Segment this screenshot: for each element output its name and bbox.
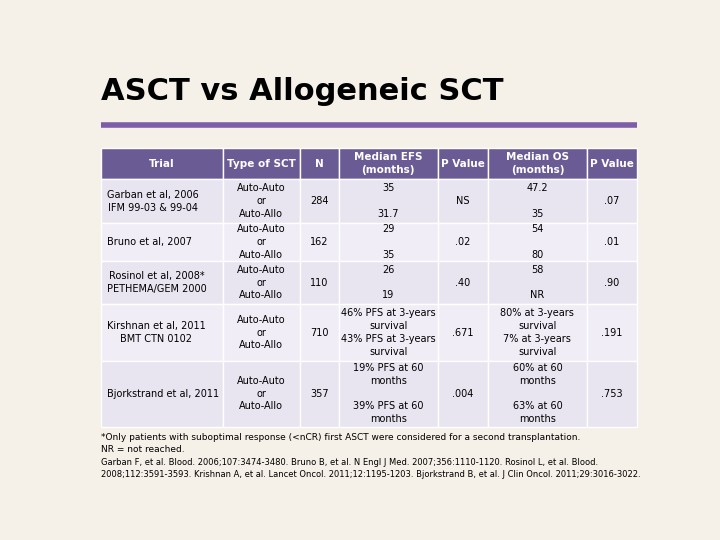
Text: NR = not reached.: NR = not reached. — [101, 446, 185, 454]
Text: Garban et al, 2006
IFM 99-03 & 99-04: Garban et al, 2006 IFM 99-03 & 99-04 — [107, 190, 199, 213]
Text: 80% at 3-years
survival
7% at 3-years
survival: 80% at 3-years survival 7% at 3-years su… — [500, 308, 575, 357]
Bar — [438, 361, 487, 427]
Text: *Only patients with suboptimal response (<nCR) first ASCT were considered for a : *Only patients with suboptimal response … — [101, 433, 580, 442]
Bar — [338, 305, 438, 361]
Bar — [487, 261, 587, 305]
Bar — [300, 179, 338, 223]
Text: .01: .01 — [604, 237, 620, 247]
Text: 162: 162 — [310, 237, 328, 247]
Bar — [338, 148, 438, 179]
Bar — [438, 179, 487, 223]
Text: .753: .753 — [601, 389, 623, 399]
Bar — [587, 223, 636, 261]
Bar — [101, 261, 222, 305]
Bar — [300, 223, 338, 261]
Text: Kirshnan et al, 2011
BMT CTN 0102: Kirshnan et al, 2011 BMT CTN 0102 — [107, 321, 205, 344]
Text: Auto-Auto
or
Auto-Allo: Auto-Auto or Auto-Allo — [237, 376, 286, 411]
Bar — [487, 148, 587, 179]
Text: Auto-Auto
or
Auto-Allo: Auto-Auto or Auto-Allo — [237, 184, 286, 219]
Text: Bjorkstrand et al, 2011: Bjorkstrand et al, 2011 — [107, 389, 219, 399]
Bar — [587, 361, 636, 427]
Text: .07: .07 — [604, 196, 620, 206]
Text: .671: .671 — [452, 328, 474, 338]
Text: 19% PFS at 60
months

39% PFS at 60
months: 19% PFS at 60 months 39% PFS at 60 month… — [353, 363, 423, 424]
Bar — [222, 148, 300, 179]
Bar — [338, 261, 438, 305]
Text: Bruno et al, 2007: Bruno et al, 2007 — [107, 237, 192, 247]
Bar — [101, 361, 222, 427]
Text: .191: .191 — [601, 328, 623, 338]
Text: .40: .40 — [455, 278, 470, 288]
Text: 47.2

35: 47.2 35 — [526, 184, 548, 219]
Text: 46% PFS at 3-years
survival
43% PFS at 3-years
survival: 46% PFS at 3-years survival 43% PFS at 3… — [341, 308, 436, 357]
Bar — [300, 305, 338, 361]
Bar — [587, 148, 636, 179]
Bar — [338, 223, 438, 261]
Text: 35

31.7: 35 31.7 — [377, 184, 399, 219]
Text: .004: .004 — [452, 389, 474, 399]
Text: 710: 710 — [310, 328, 328, 338]
Text: 110: 110 — [310, 278, 328, 288]
Bar — [587, 261, 636, 305]
Text: Garban F, et al. Blood. 2006;107:3474-3480. Bruno B, et al. N Engl J Med. 2007;3: Garban F, et al. Blood. 2006;107:3474-34… — [101, 458, 598, 467]
Text: 284: 284 — [310, 196, 328, 206]
Text: ASCT vs Allogeneic SCT: ASCT vs Allogeneic SCT — [101, 77, 504, 106]
Bar — [587, 179, 636, 223]
Text: Auto-Auto
or
Auto-Allo: Auto-Auto or Auto-Allo — [237, 265, 286, 300]
Bar — [487, 361, 587, 427]
Bar — [222, 261, 300, 305]
Bar — [338, 179, 438, 223]
Text: Median EFS
(months): Median EFS (months) — [354, 152, 423, 175]
Text: 60% at 60
months

63% at 60
months: 60% at 60 months 63% at 60 months — [513, 363, 562, 424]
Bar — [487, 305, 587, 361]
Bar — [101, 223, 222, 261]
Bar — [438, 148, 487, 179]
Text: Auto-Auto
or
Auto-Allo: Auto-Auto or Auto-Allo — [237, 224, 286, 260]
Text: Auto-Auto
or
Auto-Allo: Auto-Auto or Auto-Allo — [237, 315, 286, 350]
Bar — [300, 261, 338, 305]
Bar — [222, 305, 300, 361]
Bar — [101, 305, 222, 361]
Bar — [300, 361, 338, 427]
Text: 2008;112:3591-3593. Krishnan A, et al. Lancet Oncol. 2011;12:1195-1203. Bjorkstr: 2008;112:3591-3593. Krishnan A, et al. L… — [101, 470, 641, 479]
Text: 29

35: 29 35 — [382, 224, 395, 260]
Text: Trial: Trial — [149, 159, 175, 168]
Bar — [587, 305, 636, 361]
Text: 26

19: 26 19 — [382, 265, 395, 300]
Bar — [487, 179, 587, 223]
Bar — [300, 148, 338, 179]
Text: NS: NS — [456, 196, 469, 206]
Bar — [438, 261, 487, 305]
Text: P Value: P Value — [590, 159, 634, 168]
Text: 357: 357 — [310, 389, 328, 399]
Bar — [487, 223, 587, 261]
Bar — [222, 223, 300, 261]
Bar — [438, 305, 487, 361]
Text: N: N — [315, 159, 324, 168]
Text: .02: .02 — [455, 237, 471, 247]
Text: P Value: P Value — [441, 159, 485, 168]
Bar — [222, 179, 300, 223]
Text: 58

NR: 58 NR — [531, 265, 544, 300]
Text: Median OS
(months): Median OS (months) — [506, 152, 569, 175]
Text: 54

80: 54 80 — [531, 224, 544, 260]
Bar — [101, 179, 222, 223]
Bar — [338, 361, 438, 427]
Text: Type of SCT: Type of SCT — [227, 159, 296, 168]
Bar — [438, 223, 487, 261]
Text: Rosinol et al, 2008*
PETHEMA/GEM 2000: Rosinol et al, 2008* PETHEMA/GEM 2000 — [107, 271, 207, 294]
Bar — [222, 361, 300, 427]
Text: .90: .90 — [604, 278, 620, 288]
Bar — [101, 148, 222, 179]
